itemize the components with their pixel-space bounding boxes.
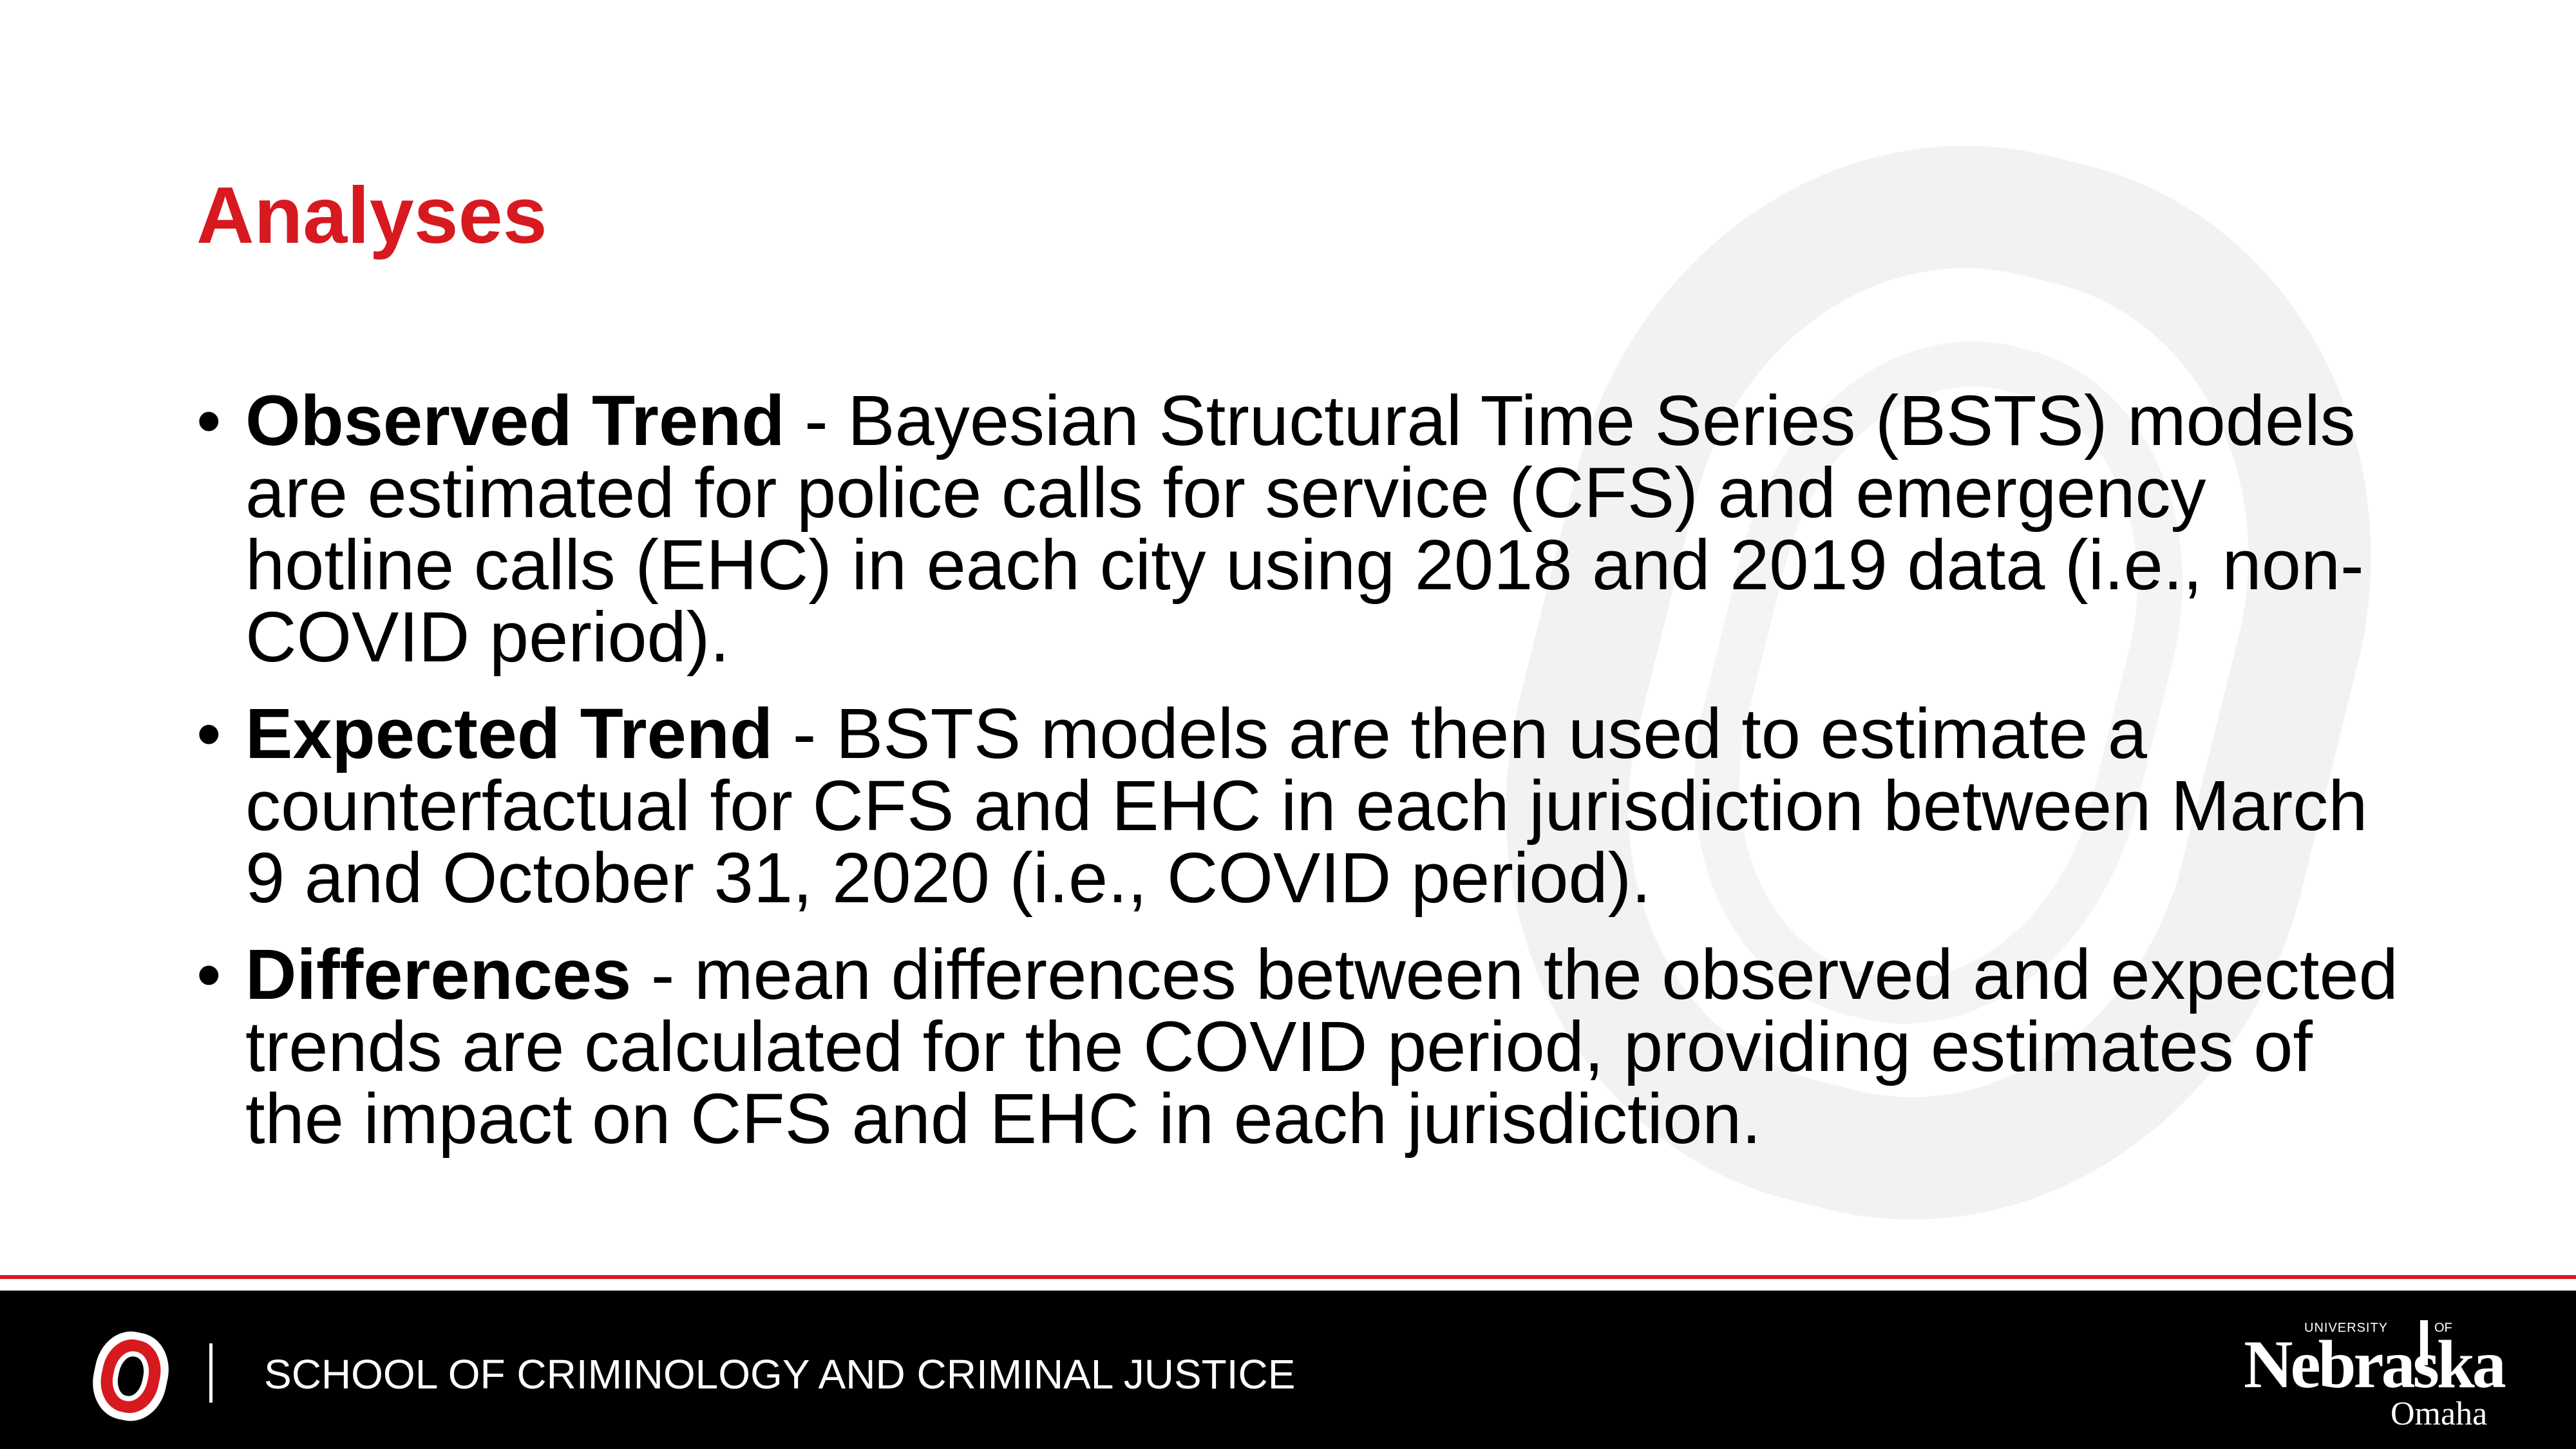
bullet-term: Observed Trend: [245, 381, 785, 460]
bullet-marker: •: [196, 381, 222, 460]
bullet-term: Differences: [245, 935, 632, 1014]
bullet-text: - mean differences between the observed …: [245, 935, 2398, 1159]
uno-o-watermark-icon: [1506, 146, 2371, 1220]
logo-vertical-bar: [2420, 1320, 2428, 1365]
logo-of-text: OF: [2434, 1321, 2452, 1335]
bullet-text: - Bayesian Structural Time Series (BSTS)…: [245, 381, 2364, 677]
bullet-marker: •: [196, 935, 222, 1014]
uno-o-logo-icon: [93, 1331, 169, 1421]
footer-red-rule: [0, 1275, 2576, 1279]
logo-nebraska-text: Nebraska: [2244, 1327, 2506, 1402]
footer-school-name: SCHOOL OF CRIMINOLOGY AND CRIMINAL JUSTI…: [264, 1351, 1296, 1397]
bullet-item-observed-trend: • Observed Trend - Bayesian Structural Ti…: [196, 385, 2399, 674]
bullet-text: - BSTS models are then used to estimate …: [245, 694, 2368, 918]
slide-title: Analyses: [196, 171, 547, 260]
university-nebraska-omaha-logo: UNIVERSITY OF Nebraska Omaha: [2241, 1316, 2506, 1439]
bullet-term: Expected Trend: [245, 694, 773, 773]
logo-university-text: UNIVERSITY: [2304, 1321, 2389, 1335]
bullet-item-differences: • Differences - mean differences between …: [196, 939, 2399, 1155]
footer-divider: [209, 1343, 213, 1403]
bullet-marker: •: [196, 694, 222, 773]
footer-bar: SCHOOL OF CRIMINOLOGY AND CRIMINAL JUSTI…: [0, 1291, 2576, 1449]
bullet-item-expected-trend: • Expected Trend - BSTS models are then u…: [196, 698, 2399, 914]
logo-omaha-text: Omaha: [2391, 1396, 2488, 1432]
bullet-list: • Observed Trend - Bayesian Structural Ti…: [196, 385, 2399, 1180]
